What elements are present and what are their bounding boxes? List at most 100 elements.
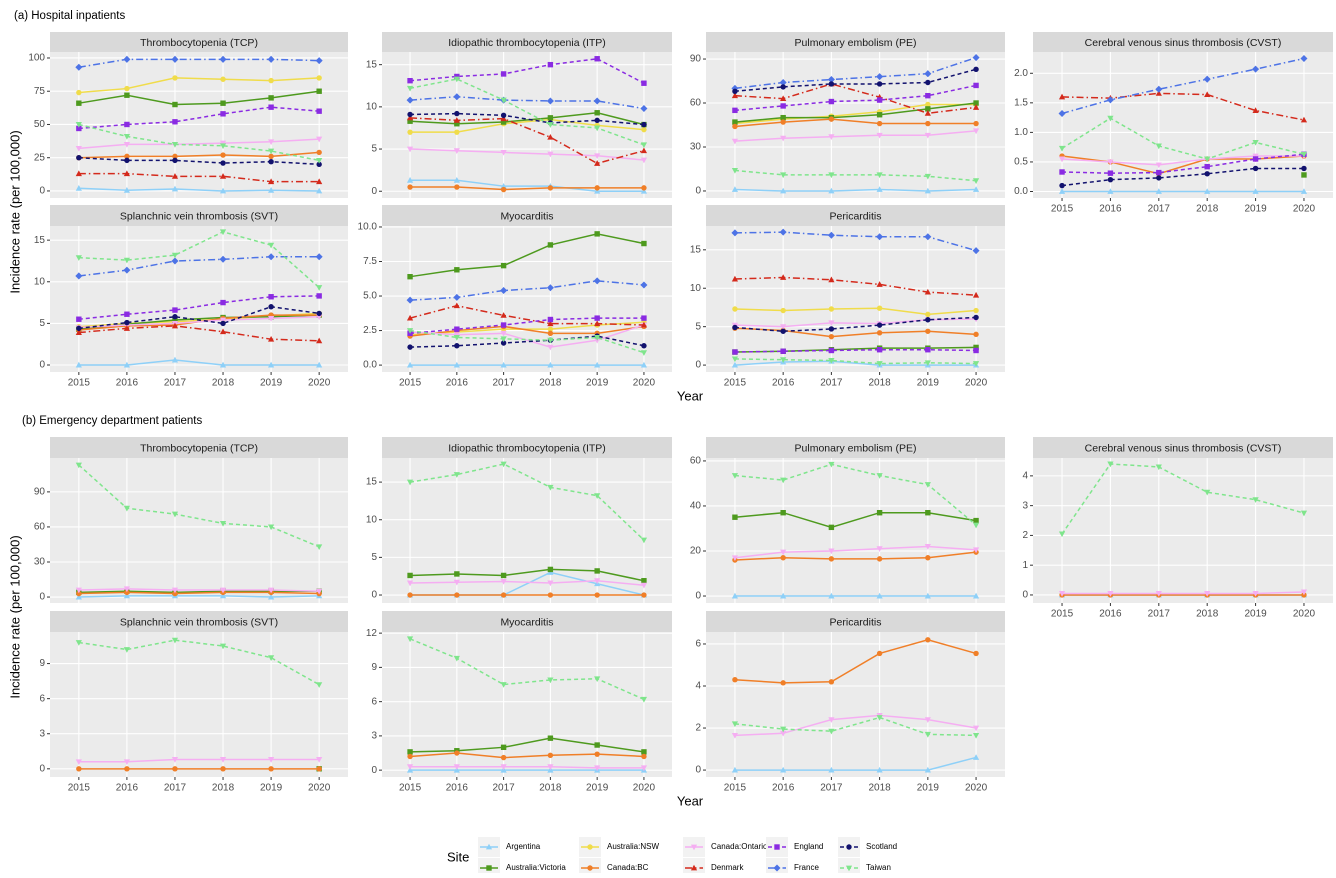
strip — [50, 205, 348, 226]
data-point — [594, 335, 601, 341]
data-point — [924, 717, 931, 723]
data-point — [500, 322, 507, 328]
series-line — [78, 590, 320, 594]
data-point — [124, 311, 130, 317]
data-point — [1155, 162, 1162, 169]
y-tick-label: 10 — [690, 283, 702, 294]
data-point — [76, 766, 82, 772]
series-line — [78, 123, 320, 162]
x-tick-label: 2019 — [260, 378, 283, 389]
data-point — [219, 143, 227, 149]
data-point — [171, 356, 179, 363]
x-tick-label: 2019 — [1244, 609, 1267, 620]
y-tick-label: 5 — [695, 321, 701, 332]
data-point — [640, 350, 648, 356]
data-point — [1059, 169, 1065, 175]
data-point — [640, 281, 648, 289]
data-point — [780, 555, 786, 561]
data-point — [500, 312, 507, 318]
data-point — [1107, 591, 1114, 597]
data-point — [219, 361, 227, 368]
x-tick-label: 2015 — [68, 783, 91, 794]
x-tick-label: 2016 — [772, 783, 795, 794]
data-point — [123, 592, 131, 599]
data-point — [220, 320, 226, 327]
x-tick-label: 2019 — [917, 378, 940, 389]
x-tick-label: 2016 — [116, 378, 139, 389]
data-point — [594, 578, 601, 584]
data-point — [640, 188, 648, 194]
data-point — [1058, 188, 1066, 194]
data-point — [925, 328, 931, 334]
y-tick-label: 10 — [366, 101, 378, 112]
data-point — [731, 721, 739, 728]
y-tick-label: 0 — [1022, 590, 1028, 601]
data-point — [453, 472, 460, 478]
data-point — [171, 173, 179, 179]
data-point — [1107, 159, 1114, 166]
data-point — [972, 522, 980, 529]
legend-marker — [690, 844, 698, 851]
data-point — [641, 80, 647, 86]
data-point — [731, 229, 739, 237]
x-tick-label: 2017 — [492, 783, 515, 794]
x-tick-label: 2019 — [1244, 204, 1267, 215]
data-point — [1252, 65, 1260, 73]
x-tick-label: 2018 — [1196, 609, 1219, 620]
data-point — [925, 311, 931, 318]
data-point — [1107, 461, 1114, 468]
data-point — [500, 112, 507, 118]
data-point — [1204, 489, 1211, 496]
data-point — [594, 751, 600, 757]
data-point — [171, 185, 179, 192]
data-point — [876, 510, 883, 516]
data-point — [1204, 188, 1211, 194]
data-point — [75, 593, 82, 600]
data-point — [972, 104, 980, 110]
data-point — [123, 55, 131, 63]
data-point — [594, 592, 600, 598]
data-point — [1155, 143, 1162, 150]
data-point — [220, 160, 226, 166]
y-tick-label: 60 — [690, 98, 702, 109]
data-point — [407, 753, 413, 760]
series-line — [734, 130, 977, 142]
data-point — [973, 100, 979, 106]
x-tick-label: 2015 — [1051, 609, 1074, 620]
panel-background — [1033, 458, 1333, 603]
data-point — [316, 682, 323, 688]
data-point — [500, 97, 507, 104]
data-point — [172, 157, 178, 164]
data-point — [925, 101, 931, 108]
y-tick-label: 6 — [371, 696, 377, 707]
data-point — [972, 725, 980, 732]
data-point — [316, 544, 323, 551]
data-point — [972, 247, 980, 255]
data-point — [171, 252, 179, 259]
series-line — [1061, 463, 1305, 535]
legend-marker — [690, 864, 698, 871]
data-point — [453, 579, 460, 586]
data-point — [407, 273, 413, 280]
y-tick-label: 0 — [695, 765, 701, 776]
data-point — [594, 56, 600, 62]
data-point — [1252, 165, 1259, 172]
data-point — [876, 73, 884, 81]
data-point — [828, 326, 835, 332]
data-point — [406, 314, 414, 321]
series-line — [734, 118, 977, 128]
data-point — [1252, 591, 1259, 597]
data-point — [75, 185, 82, 191]
data-point — [780, 324, 787, 330]
data-point — [593, 277, 601, 285]
data-point — [75, 361, 82, 368]
data-point — [640, 105, 648, 113]
data-point — [1155, 464, 1162, 471]
data-point — [732, 88, 738, 94]
data-point — [453, 293, 461, 301]
data-point — [973, 66, 979, 72]
legend-label: Denmark — [711, 863, 744, 872]
y-tick-label: 6 — [695, 639, 701, 650]
data-point — [731, 168, 739, 174]
data-point — [75, 759, 82, 766]
